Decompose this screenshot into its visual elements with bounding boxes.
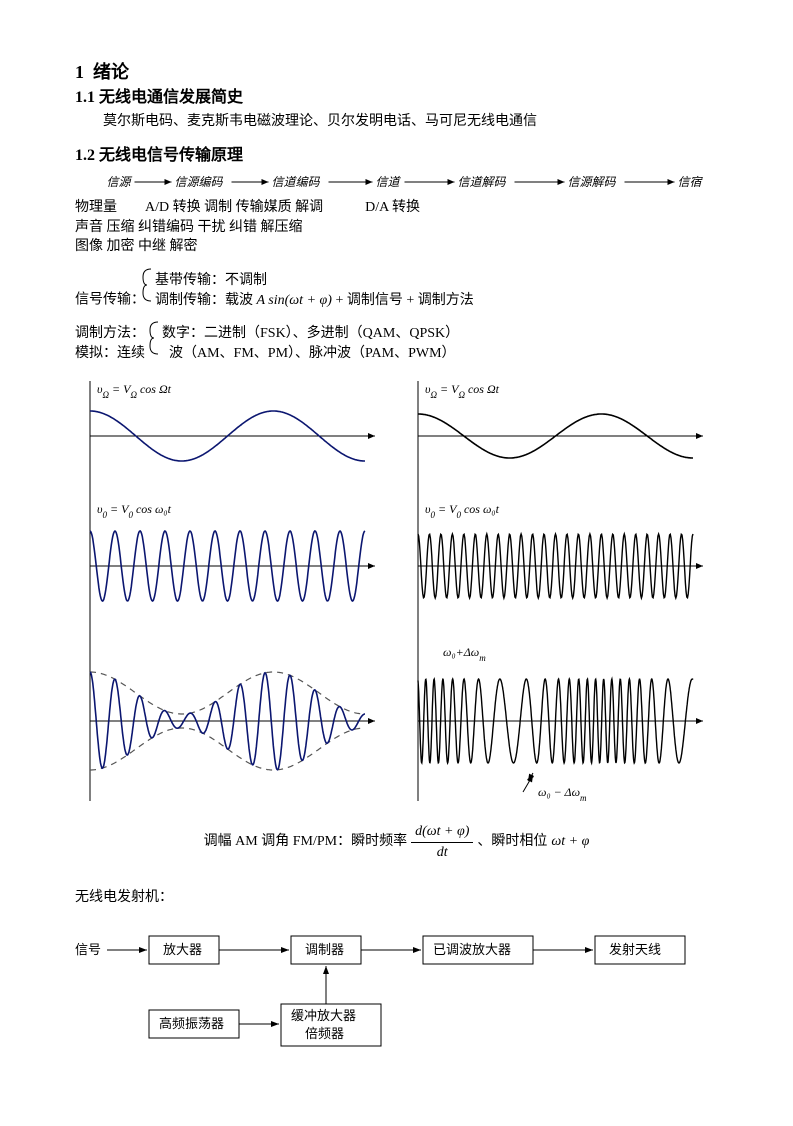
chain-row-2: 物理量 A/D 转换 调制 传输媒质 解调 D/A 转换 [75,198,718,218]
mod-label: 调制方法： [75,326,145,341]
chapter-title: 1 绪论 [75,60,718,85]
section-1-1-name: 无线电通信发展简史 [99,89,243,106]
svg-text:信源编码: 信源编码 [175,175,224,189]
eq-frac-num: d(ωt + φ) [411,822,473,843]
svg-text:υΩ = VΩ cos Ωt: υΩ = VΩ cos Ωt [425,382,500,400]
brace-icon [141,267,155,303]
bd-osc: 高频振荡器 [159,1016,224,1031]
section-1-1-body: 莫尔斯电码、麦克斯韦电磁波理论、贝尔发明电话、马可尼无线电通信 [75,112,718,132]
chain-row-4: 图像 加密 中继 解密 [75,237,718,257]
chapter-name: 绪论 [93,62,129,82]
signal-chain-svg: 信源 信源编码 信道编码 信道 信道解码 信源解码 信宿 [75,172,718,192]
section-1-1-title: 1.1 无线电通信发展简史 [75,87,718,109]
svg-text:信道: 信道 [376,175,402,189]
mod-line-1: 数字：二进制（FSK）、多进制（QAM、QPSK） [162,326,459,341]
section-1-1-num: 1.1 [75,89,95,106]
bd-amp: 放大器 [163,942,202,957]
sig-line-1: 基带传输：不调制 [155,273,267,288]
waveform-charts: υΩ = VΩ cos Ωt υ0 = V0 cos ω₀t υΩ = VΩ c… [75,381,718,808]
svg-text:υΩ = VΩ cos Ωt: υΩ = VΩ cos Ωt [97,382,172,400]
bd-modulator: 调制器 [305,942,344,957]
svg-text:ω₀+Δωm: ω₀+Δωm [443,645,486,663]
bd-modamp: 已调波放大器 [433,942,511,957]
section-1-2-name: 无线电信号传输原理 [99,147,243,164]
fm-column: υΩ = VΩ cos Ωt υ0 = V0 cos ω₀t ω₀+Δωm ω₀… [403,381,713,808]
svg-text:信道编码: 信道编码 [272,175,321,189]
eq-pre: 调幅 AM 调角 FM/PM：瞬时频率 [204,832,407,852]
section-1-2-num: 1.2 [75,147,95,164]
bd-buffer: 缓冲放大器 [291,1008,356,1023]
fm-svg: υΩ = VΩ cos Ωt υ0 = V0 cos ω₀t ω₀+Δωm ω₀… [403,381,713,801]
svg-text:υ0 = V0 cos ω₀t: υ0 = V0 cos ω₀t [97,502,172,520]
sig-line-2a: 调制传输：载波 [155,293,253,308]
transmitter-block-diagram: 信号 放大器 调制器 已调波放大器 发射天线 高频振荡器 缓冲放大器 倍频器 [75,930,718,1067]
sig-label: 信号传输： [75,293,145,308]
eq-phase: ωt + φ [551,832,589,852]
section-1-2-title: 1.2 无线电信号传输原理 [75,145,718,167]
eq-frac-den: dt [437,843,448,863]
tx-title: 无线电发射机： [75,888,718,908]
signal-chain: 信源 信源编码 信道编码 信道 信道解码 信源解码 信宿 物理量 A/D 转换 … [75,172,718,257]
svg-text:υ0 = V0 cos ω₀t: υ0 = V0 cos ω₀t [425,502,500,520]
svg-text:信宿: 信宿 [678,175,704,189]
mod-line-2: 波（AM、FM、PM）、脉冲波（PAM、PWM） [169,346,456,361]
am-column: υΩ = VΩ cos Ωt υ0 = V0 cos ω₀t [75,381,385,808]
svg-text:信源解码: 信源解码 [568,175,617,189]
svg-text:ω₀ − Δωm: ω₀ − Δωm [538,785,587,801]
eq-post: 、瞬时相位 [477,832,547,852]
bd-signal: 信号 [75,942,101,957]
chain-row-3: 声音 压缩 纠错编码 干扰 纠错 解压缩 [75,218,718,238]
chapter-num: 1 [75,62,84,82]
bd-antenna: 发射天线 [609,942,661,957]
signal-transport-block: 信号传输： 基带传输：不调制 调制传输：载波 A sin(ωt + φ) + 调… [75,271,718,310]
svg-text:信源: 信源 [107,175,133,189]
bd-multiplier: 倍频器 [305,1026,344,1041]
svg-text:信道解码: 信道解码 [458,175,507,189]
am-fm-equation: 调幅 AM 调角 FM/PM：瞬时频率 d(ωt + φ) dt 、瞬时相位 ω… [75,822,718,862]
modulation-block: 调制方法： 数字：二进制（FSK）、多进制（QAM、QPSK） 模拟：连续 波（… [75,324,718,363]
brace-icon [148,320,162,356]
sig-line-2b: + 调制信号 + 调制方法 [332,293,474,308]
mod-line-2-pre: 模拟：连续 [75,346,145,361]
sig-formula: A sin(ωt + φ) [257,293,332,308]
am-svg: υΩ = VΩ cos Ωt υ0 = V0 cos ω₀t [75,381,385,801]
